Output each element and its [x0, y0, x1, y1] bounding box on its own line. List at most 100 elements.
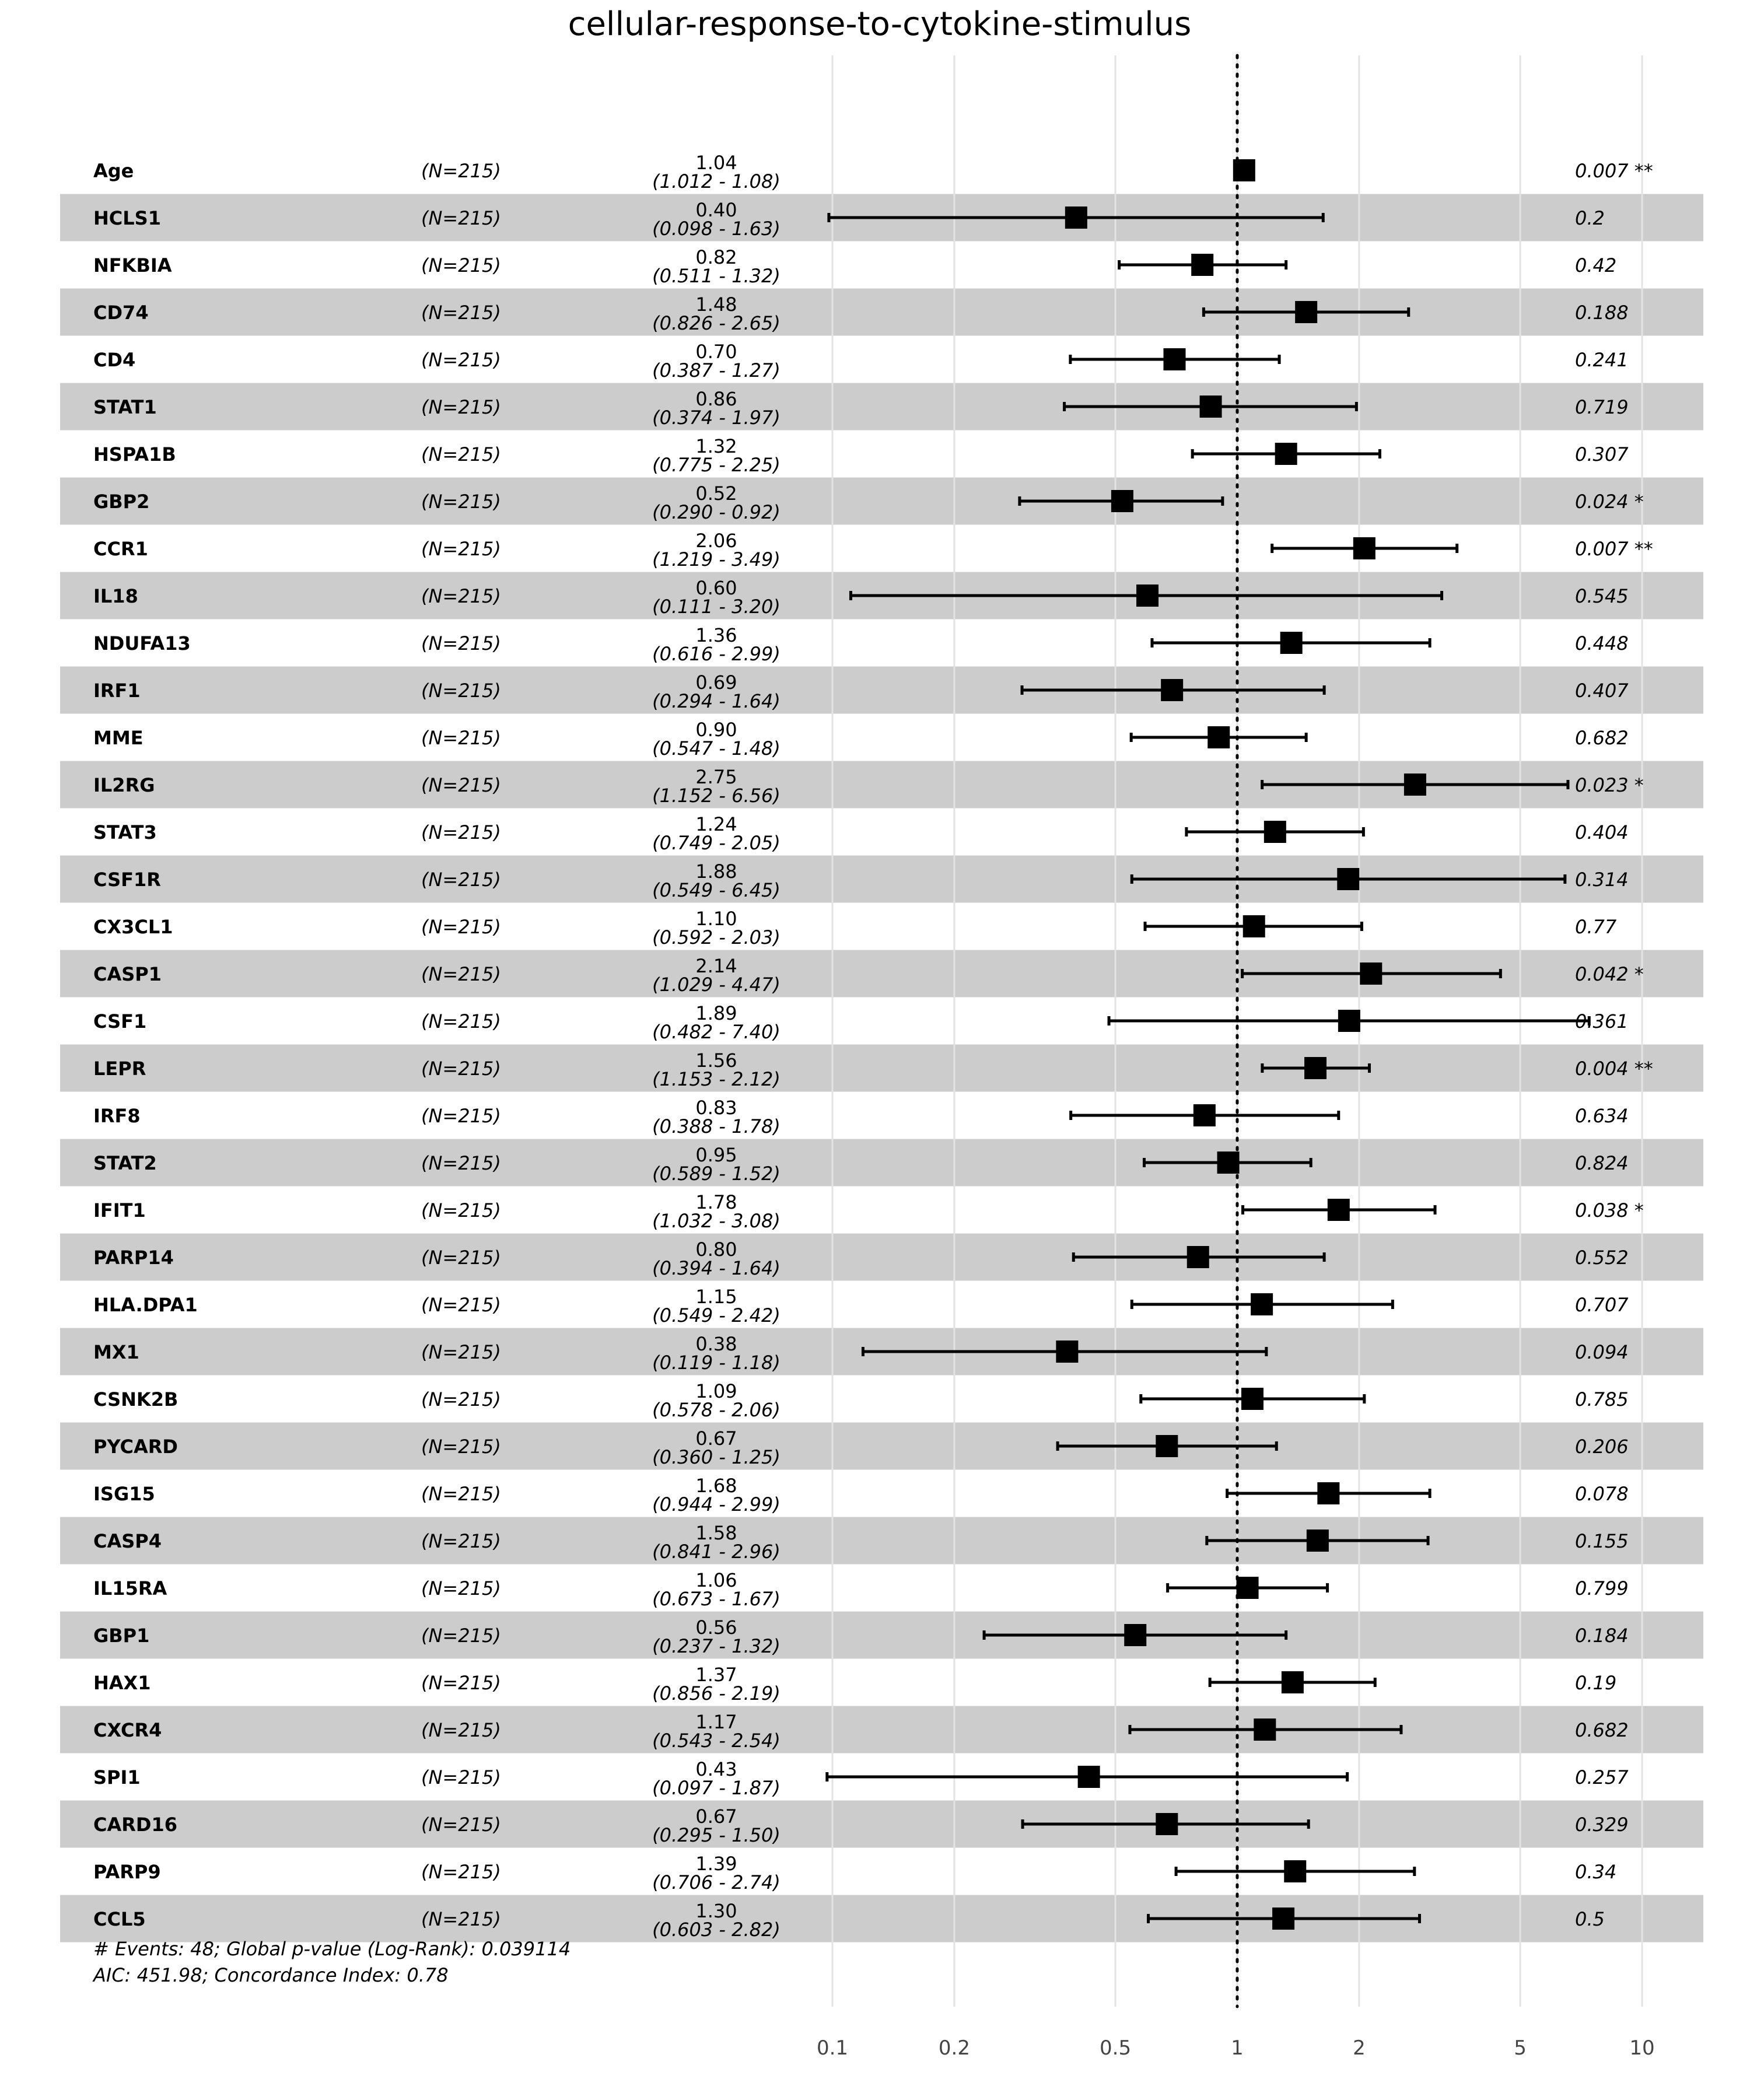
hr-point: [1264, 821, 1286, 843]
ci-label: (0.119 - 1.18): [652, 1352, 780, 1374]
n-label: (N=215): [421, 963, 501, 985]
p-value-label: 0.42: [1575, 254, 1616, 276]
p-value-label: 0.404: [1575, 821, 1629, 844]
n-label: (N=215): [421, 254, 501, 276]
variable-label: SPI1: [93, 1766, 141, 1788]
p-value-label: 0.2: [1575, 207, 1605, 229]
hr-point: [1360, 963, 1382, 985]
p-value-label: 0.799: [1575, 1577, 1629, 1600]
variable-label: STAT2: [93, 1152, 157, 1174]
hr-point: [1193, 1104, 1216, 1126]
hr-label: 0.90: [695, 719, 737, 741]
n-label: (N=215): [421, 821, 501, 844]
hr-point: [1156, 1435, 1178, 1457]
estimates: [825, 159, 1591, 1930]
row-band: [60, 1139, 1703, 1186]
n-label: (N=215): [421, 1672, 501, 1694]
row-band: [60, 477, 1703, 525]
n-label: (N=215): [421, 1766, 501, 1788]
ci-label: (0.673 - 1.67): [652, 1588, 780, 1610]
variable-label: NFKBIA: [93, 254, 172, 276]
n-label: (N=215): [421, 302, 501, 324]
row-band: [60, 1044, 1703, 1092]
hr-label: 1.56: [695, 1049, 737, 1072]
hr-label: 0.83: [695, 1097, 737, 1119]
x-tick-label: 0.5: [1100, 2036, 1131, 2060]
n-label: (N=215): [421, 1861, 501, 1883]
hr-point: [1295, 301, 1318, 323]
ci-label: (0.841 - 2.96): [652, 1541, 780, 1563]
hr-point: [1272, 1908, 1295, 1930]
p-value-label: 0.634: [1575, 1105, 1629, 1127]
ci-label: (1.012 - 1.08): [652, 170, 780, 192]
hr-point: [1251, 1293, 1273, 1315]
n-label: (N=215): [421, 1341, 501, 1363]
ci-label: (1.219 - 3.49): [652, 548, 780, 570]
hr-point: [1280, 632, 1303, 654]
variable-label: CCR1: [93, 538, 148, 560]
hr-label: 0.40: [695, 199, 737, 221]
hr-label: 0.86: [695, 388, 737, 410]
hr-label: 0.70: [695, 341, 737, 363]
ci-label: (0.944 - 2.99): [652, 1493, 780, 1516]
p-value-label: 0.038 *: [1575, 1199, 1644, 1222]
row-band: [60, 1517, 1703, 1564]
row-labels: Age (N=215) 1.04(1.012 - 1.08) 0.007 ** HCLS…: [93, 152, 1653, 1941]
chart-title: cellular-response-to-cytokine-stimulus: [568, 5, 1192, 43]
hr-label: 1.88: [695, 860, 737, 883]
hr-point: [1306, 1530, 1329, 1552]
n-label: (N=215): [421, 1010, 501, 1032]
p-value-label: 0.545: [1575, 585, 1629, 607]
ci-label: (0.547 - 1.48): [652, 737, 780, 760]
variable-label: PARP9: [93, 1861, 161, 1883]
p-value-label: 0.094: [1575, 1341, 1629, 1363]
ci-label: (0.482 - 7.40): [652, 1021, 780, 1043]
n-label: (N=215): [421, 1814, 501, 1836]
hr-label: 1.78: [695, 1191, 737, 1213]
variable-label: CASP1: [93, 963, 162, 985]
ci-label: (0.543 - 2.54): [652, 1730, 780, 1752]
hr-point: [1337, 868, 1360, 890]
n-label: (N=215): [421, 1719, 501, 1741]
hr-point: [1254, 1718, 1276, 1741]
variable-label: MME: [93, 727, 144, 749]
hr-point: [1191, 254, 1214, 276]
hr-label: 1.10: [695, 908, 737, 930]
hr-label: 1.58: [695, 1522, 737, 1544]
hr-label: 1.89: [695, 1002, 737, 1024]
ci-label: (0.290 - 0.92): [652, 501, 780, 523]
n-label: (N=215): [421, 869, 501, 891]
hr-point: [1353, 537, 1376, 559]
row-band: [60, 1706, 1703, 1754]
hr-point: [1242, 915, 1265, 937]
p-value-label: 0.682: [1575, 727, 1629, 749]
p-value-label: 0.024 *: [1575, 491, 1644, 513]
ci-label: (0.387 - 1.27): [652, 359, 780, 382]
variable-label: IFIT1: [93, 1199, 146, 1222]
hr-point: [1275, 443, 1297, 465]
variable-label: PYCARD: [93, 1436, 178, 1458]
n-label: (N=215): [421, 1577, 501, 1600]
ci-label: (1.153 - 2.12): [652, 1068, 780, 1090]
row-band: [60, 1895, 1703, 1943]
ci-label: (0.111 - 3.20): [652, 596, 780, 618]
hr-point: [1404, 774, 1426, 796]
n-label: (N=215): [421, 1247, 501, 1269]
variable-label: HLA.DPA1: [93, 1294, 198, 1316]
hr-label: 0.56: [695, 1616, 737, 1639]
hr-label: 0.52: [695, 482, 737, 505]
variable-label: MX1: [93, 1341, 139, 1363]
hr-point: [1186, 1246, 1209, 1268]
hr-label: 2.75: [695, 766, 737, 788]
footer-aic: AIC: 451.98; Concordance Index: 0.78: [92, 1964, 449, 1986]
p-value-label: 0.719: [1575, 396, 1629, 418]
p-value-label: 0.307: [1575, 443, 1629, 466]
x-tick-label: 0.1: [817, 2036, 848, 2060]
variable-label: LEPR: [93, 1058, 146, 1080]
p-value-label: 0.007 **: [1575, 538, 1653, 560]
ci-label: (1.032 - 3.08): [652, 1210, 780, 1232]
hr-point: [1241, 1388, 1264, 1410]
variable-label: PARP14: [93, 1247, 174, 1269]
x-tick-label: 0.2: [939, 2036, 970, 2060]
n-label: (N=215): [421, 491, 501, 513]
